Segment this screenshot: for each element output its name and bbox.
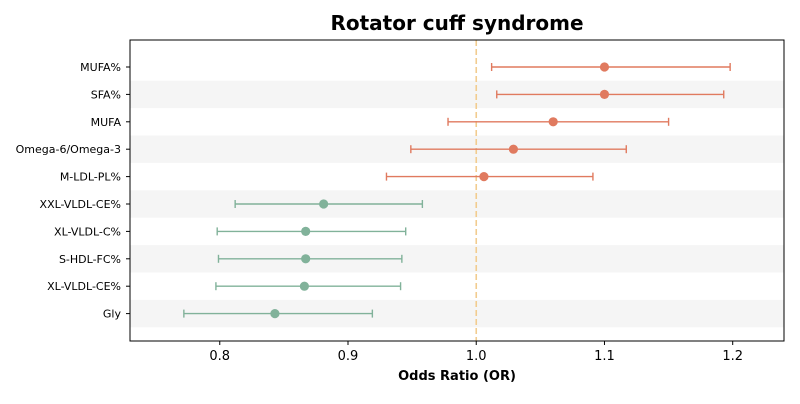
x-axis-label: Odds Ratio (OR) <box>398 369 516 384</box>
x-tick-label: 1.1 <box>594 349 615 364</box>
y-tick-label: S-HDL-FC% <box>59 253 121 266</box>
y-tick-label: SFA% <box>91 88 121 101</box>
x-tick-label: 1.0 <box>466 349 487 364</box>
row-band <box>130 190 784 218</box>
point-estimate <box>299 281 309 291</box>
y-tick-label: MUFA% <box>80 61 121 74</box>
x-tick-label: 0.9 <box>338 349 359 364</box>
point-estimate <box>479 172 489 182</box>
point-estimate <box>319 199 329 209</box>
y-tick-label: XXL-VLDL-CE% <box>40 198 121 211</box>
point-estimate <box>599 89 610 99</box>
plot-frame <box>129 39 785 342</box>
y-tick-label: XL-VLDL-CE% <box>47 280 121 293</box>
chart-title: Rotator cuff syndrome <box>330 11 583 35</box>
point-estimate <box>301 226 311 236</box>
point-estimate <box>301 254 311 264</box>
point-estimate <box>270 309 280 319</box>
y-axis-labels: MUFA% SFA% MUFA Omega-6/Omega-3 M-LDL-PL% XXL… <box>16 61 130 321</box>
data-rows <box>183 62 731 319</box>
x-tick-label: 1.2 <box>722 349 743 364</box>
x-axis: 0.8 0.9 1.0 1.1 1.2 <box>209 341 743 364</box>
point-estimate <box>508 144 519 154</box>
y-tick-label: XL-VLDL-C% <box>54 225 121 238</box>
point-estimate <box>548 117 558 127</box>
y-tick-label: MUFA <box>91 116 122 129</box>
y-tick-label: Gly <box>103 308 122 321</box>
x-tick-label: 0.8 <box>209 349 230 364</box>
point-estimate <box>599 62 610 72</box>
y-tick-label: Omega-6/Omega-3 <box>16 143 121 156</box>
y-tick-label: M-LDL-PL% <box>60 171 121 184</box>
